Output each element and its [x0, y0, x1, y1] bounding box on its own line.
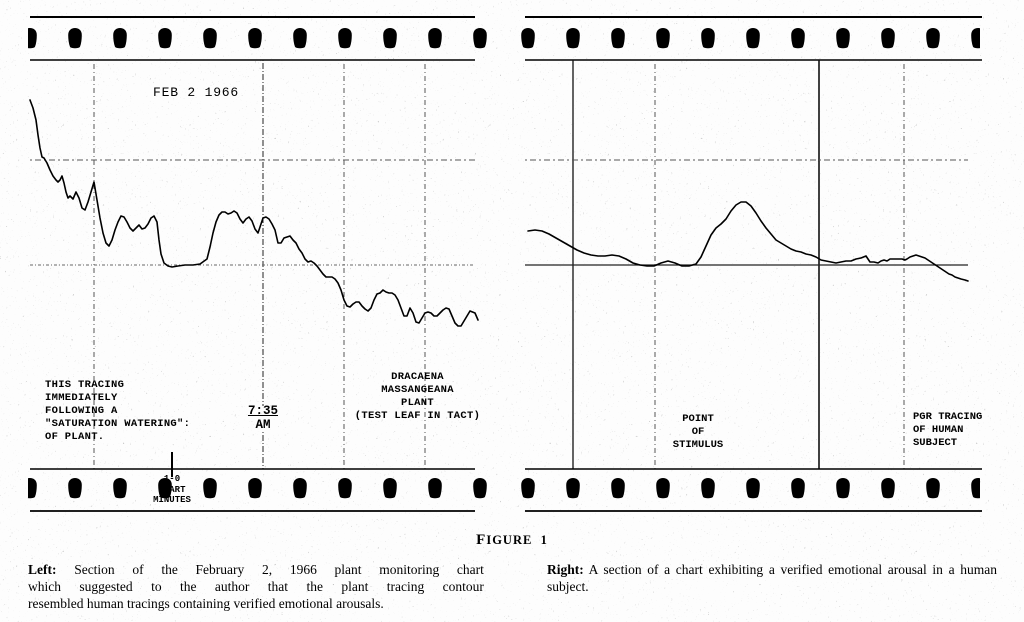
svg-text:FEB 2 1966: FEB 2 1966 [153, 85, 239, 100]
